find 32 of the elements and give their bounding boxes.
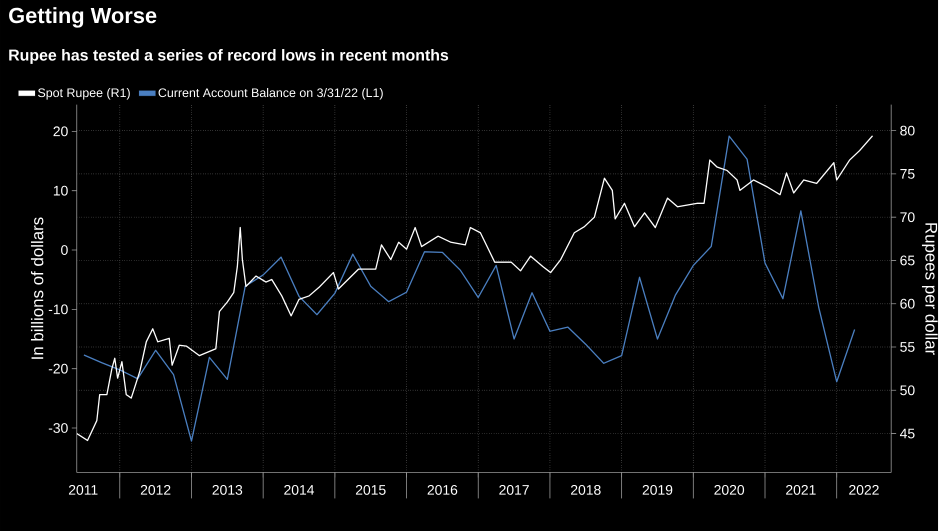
y2-tick-label: 50 [900,385,915,396]
legend-label: Current Account Balance on 3/31/22 (L1) [158,88,383,100]
y-tick-label: 0 [61,244,68,255]
y-tick-label: -20 [48,364,68,374]
y2-tick-label: 60 [900,298,915,308]
x-tick-label: 2019 [642,484,672,495]
y-tick-label: 20 [54,126,68,136]
x-tick-label: 2012 [140,484,170,495]
y-tick-label: -30 [48,422,68,433]
x-tick-label: 2022 [849,484,879,495]
x-tick-label: 2013 [212,484,242,495]
y-tick-label: -10 [48,304,68,314]
x-tick-label: 2018 [571,484,601,495]
x-tick-label: 2020 [714,484,744,495]
y2-tick-label: 55 [900,342,915,352]
x-tick-label: 2011 [68,484,98,495]
x-tick-label: 2014 [284,484,314,495]
y2-tick-label: 75 [900,168,915,179]
y2-axis-title: Rupees per dollar [922,223,938,355]
chart-subtitle: Rupee has tested a series of record lows in recent months [9,48,448,64]
y2-tick-label: 80 [900,126,915,136]
x-tick-label: 2021 [786,484,816,495]
y-axis-title: In billions of dollars [30,217,44,359]
chart-title: Getting Worse [9,7,156,28]
y2-tick-label: 70 [900,212,915,222]
x-tick-label: 2017 [499,484,529,495]
y-tick-label: 10 [54,186,68,196]
x-tick-label: 2015 [356,484,386,495]
y2-tick-label: 45 [900,428,915,438]
legend-label: Spot Rupee (R1) [38,88,130,100]
x-tick-label: 2016 [428,484,458,495]
y2-tick-label: 65 [900,255,915,266]
